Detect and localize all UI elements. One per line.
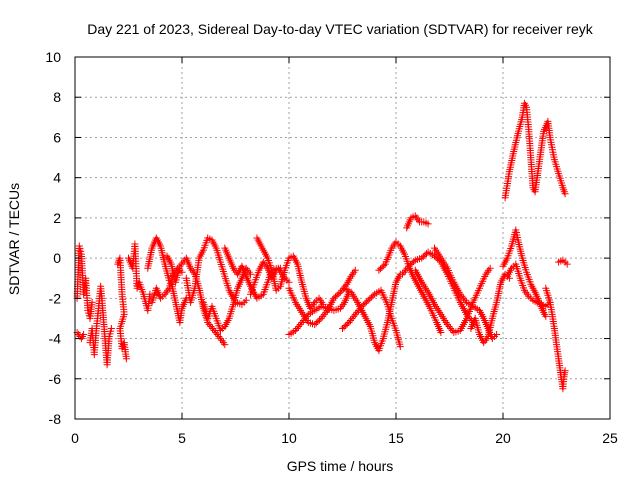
series-markers [285, 266, 359, 328]
series-trace-23 [467, 270, 513, 347]
series-trace-7 [148, 264, 186, 306]
series-markers [285, 288, 353, 338]
series-trace-3 [86, 282, 115, 369]
y-tick-label: -2 [49, 290, 62, 306]
y-tick-label: 6 [53, 129, 61, 145]
axis-ticks: 0 5 10 15 20 25 -8 -6 -4 -2 0 2 4 6 8 10 [45, 49, 618, 446]
plot-frame [74, 56, 611, 420]
series-trace-26 [542, 284, 569, 393]
y-tick-label: -4 [49, 331, 62, 347]
series-markers [73, 329, 88, 343]
series-trace-28 [501, 99, 569, 202]
series-markers [501, 99, 569, 202]
x-axis-label: GPS time / hours [287, 458, 394, 474]
x-tick-label: 0 [71, 430, 79, 446]
series-markers [148, 264, 186, 306]
x-tick-label: 10 [281, 430, 297, 446]
series-markers [86, 282, 115, 369]
series-trace-2 [73, 329, 88, 343]
series-markers [403, 212, 432, 232]
series-trace-5 [125, 240, 154, 314]
series-layer [73, 99, 571, 393]
series-markers [341, 270, 404, 355]
series-trace-4 [114, 254, 130, 363]
series-markers [503, 260, 554, 310]
series-markers [125, 240, 154, 314]
series-trace-15 [285, 266, 359, 328]
series-trace-27 [555, 256, 571, 268]
y-tick-label: -6 [49, 371, 62, 387]
series-trace-20 [403, 212, 432, 232]
series-trace-12 [253, 234, 327, 312]
x-tick-label: 25 [602, 430, 618, 446]
series-trace-13 [247, 258, 284, 298]
y-tick-label: 2 [53, 210, 61, 226]
series-trace-21 [411, 264, 494, 336]
x-tick-label: 20 [495, 430, 511, 446]
x-tick-label: 5 [178, 430, 186, 446]
series-markers [542, 284, 569, 393]
y-tick-label: 8 [53, 89, 61, 105]
series-markers [411, 264, 494, 336]
y-tick-label: 0 [53, 250, 61, 266]
series-trace-14 [285, 288, 353, 338]
series-markers [247, 258, 284, 298]
y-tick-label: 4 [53, 170, 61, 186]
series-markers [114, 254, 130, 363]
series-markers [182, 234, 250, 308]
y-axis-label: SDTVAR / TECUs [6, 183, 22, 295]
series-markers [467, 270, 513, 347]
y-tick-label: 10 [45, 49, 61, 65]
series-trace-25 [503, 260, 554, 310]
series-markers [555, 256, 571, 268]
chart-title: Day 221 of 2023, Sidereal Day-to-day VTE… [87, 21, 593, 37]
x-tick-label: 15 [388, 430, 404, 446]
series-trace-17 [341, 270, 404, 355]
y-tick-label: -8 [49, 411, 62, 427]
